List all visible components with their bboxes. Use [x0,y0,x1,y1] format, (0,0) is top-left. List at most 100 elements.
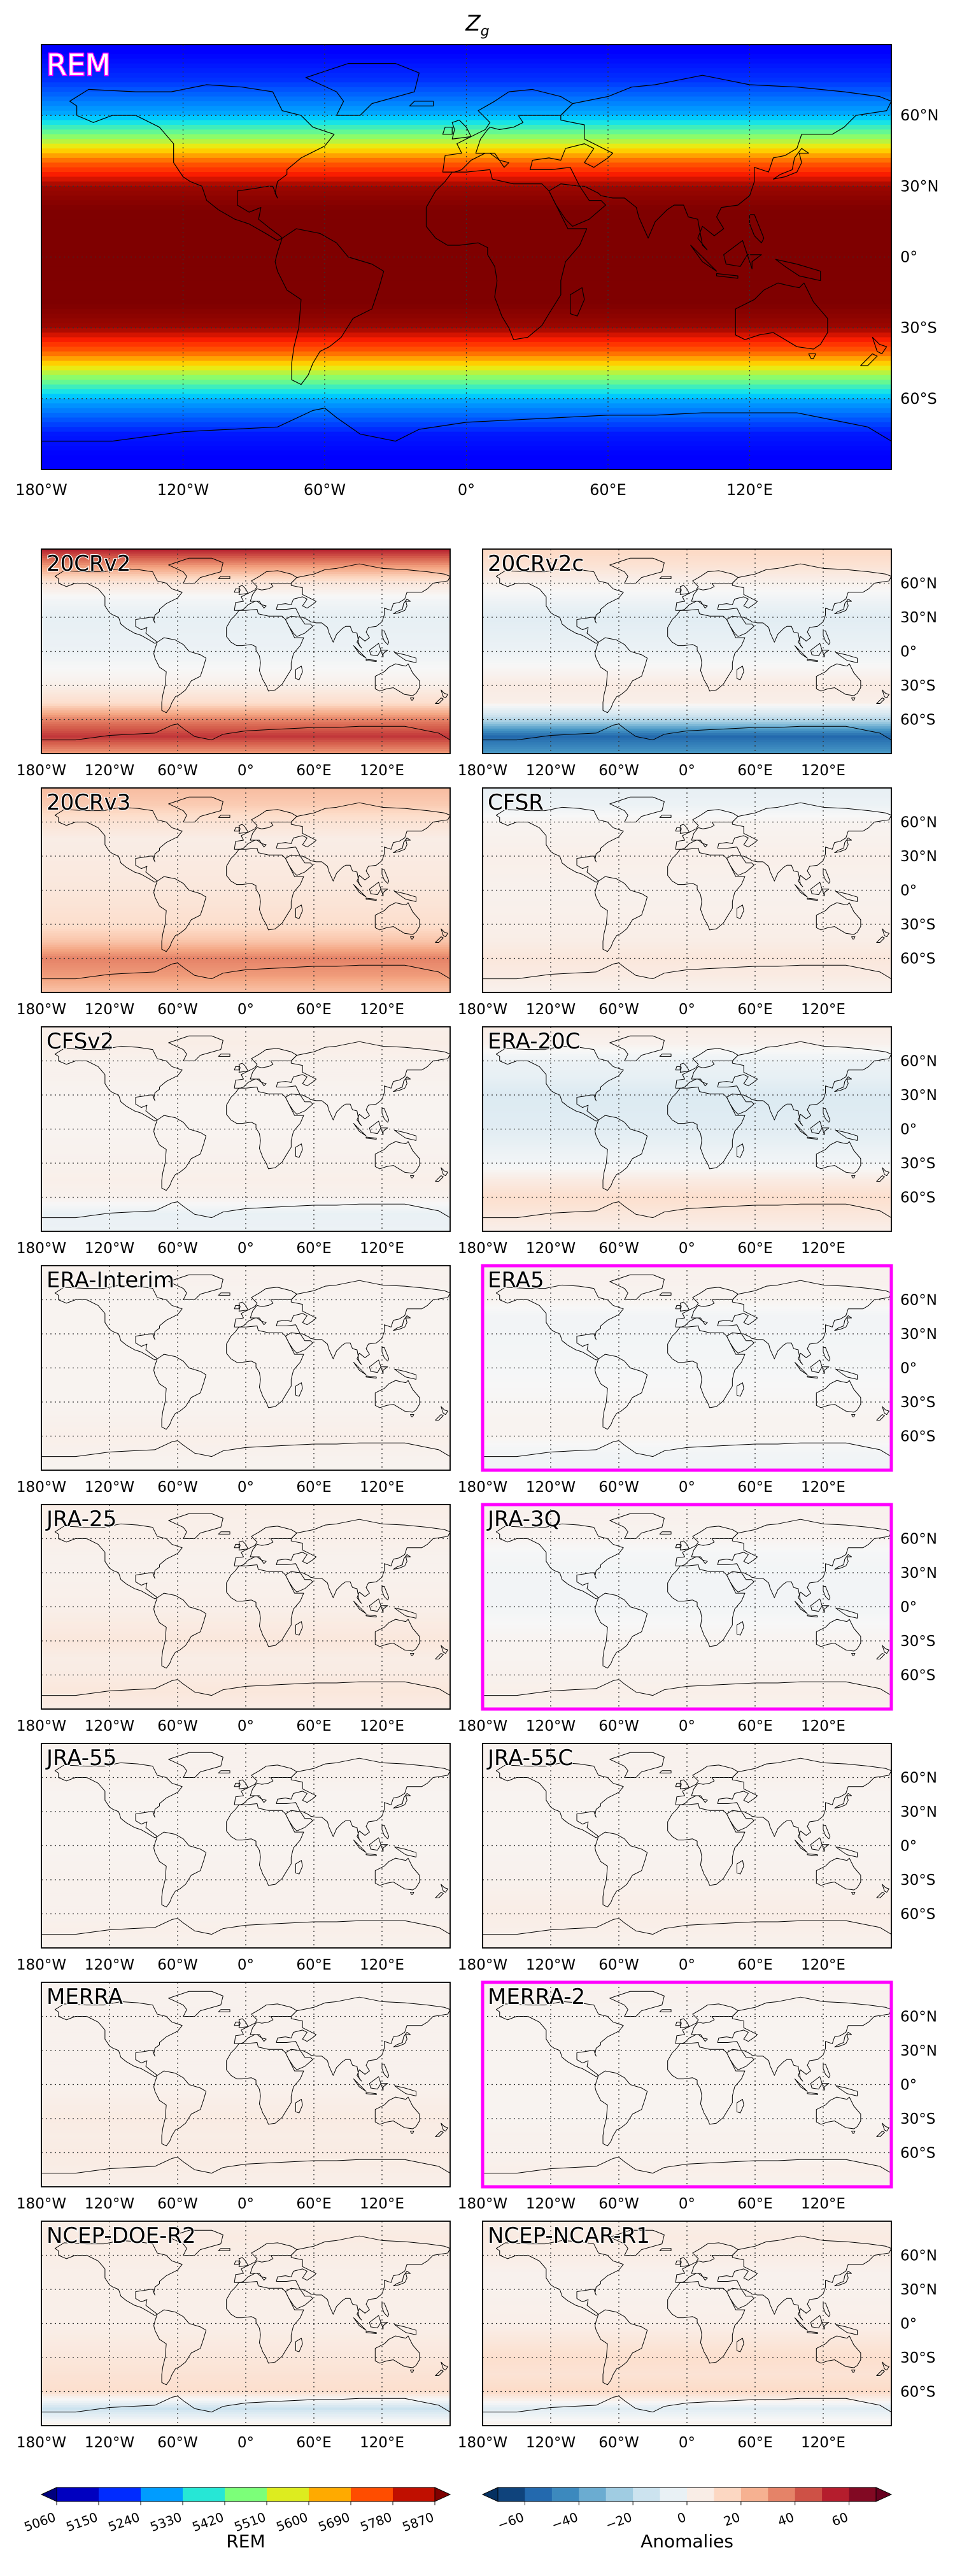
panel-frame [482,2221,892,2426]
lat-tick-label: 60°N [900,576,937,592]
lat-tick-label: 0° [900,1838,917,1855]
gridlines [41,1982,450,2187]
lat-tick-labels: 60°N 30°N 0° 30°S 60°S [900,2009,937,2162]
panel-label: NCEP-DOE-R2 [46,2223,196,2249]
colorbar-tick-label: 5240 [106,2509,142,2535]
lon-tick-label: 180°W [17,1001,66,1018]
panel-20crv3: 20CRv3 180°W 120°W 60°W 0° 60°E 120°E [17,787,451,1018]
lon-tick-label: 60°W [157,1718,198,1735]
lat-tick-label: 30°S [900,917,935,933]
lon-tick-label: 60°W [157,1240,198,1257]
gridlines [483,1982,891,2187]
colorbar-tick-label: 5870 [400,2509,436,2535]
lon-tick-label: 60°W [598,2435,639,2451]
lat-tick-label: 60°N [900,1770,937,1787]
lon-tick-label: 120°E [801,2196,845,2212]
lat-tick-label: 60°S [900,390,937,408]
lat-tick-label: 0° [900,248,917,266]
lon-tick-label: 120°E [726,481,773,499]
lon-tick-label: 120°E [360,1718,404,1735]
panel-label: CFSv2 [46,1029,114,1054]
lon-tick-label: 120°E [801,1718,845,1735]
panel-cfsr: CFSR 180°W 120°W 60°W 0° 60°E 120°E 60°N 30°N 0° 3… [458,787,937,1018]
lon-tick-label: 60°W [598,1479,639,1496]
colorbar-tick-label: −20 [604,2509,634,2533]
lon-tick-label: 0° [237,1240,254,1257]
lon-tick-label: 60°W [157,2435,198,2451]
lon-tick-label: 120°W [526,1718,576,1735]
lon-tick-label: 0° [679,1001,695,1018]
lat-tick-label: 30°S [900,678,935,694]
field-bands [41,45,891,469]
panel-frame [41,548,451,754]
lon-tick-label: 120°E [360,762,404,779]
lon-tick-label: 60°W [157,1957,198,1973]
gridlines [483,1027,891,1231]
lon-tick-label: 60°E [296,1240,331,1257]
lat-tick-label: 30°N [900,1804,937,1821]
panel-frame [482,1026,892,1232]
lon-tick-label: 180°W [15,481,67,499]
lon-tick-label: 0° [237,762,254,779]
lon-tick-label: 120°W [85,1718,134,1735]
lon-tick-label: 60°W [598,1718,639,1735]
lon-tick-label: 180°W [17,762,66,779]
lon-tick-label: 0° [679,1479,695,1496]
lon-tick-label: 180°W [458,1001,507,1018]
lat-tick-label: 30°S [900,1156,935,1172]
panel-frame [41,1743,451,1949]
lon-tick-labels: 180°W 120°W 60°W 0° 60°E 120°E [17,1240,404,1257]
lat-tick-label: 30°S [900,2111,935,2128]
lon-tick-label: 120°W [526,2435,576,2451]
colorbar-tick-label: 5690 [316,2509,352,2535]
gridlines [483,1743,891,1948]
lat-tick-label: 60°N [900,106,939,124]
panel-jra-3q: JRA-3Q 180°W 120°W 60°W 0° 60°E 120°E 60°N 30°N 0… [458,1503,937,1735]
lon-tick-label: 120°E [360,2435,404,2451]
lon-tick-labels: 180°W 120°W 60°W 0° 60°E 120°E [458,1001,845,1018]
lon-tick-label: 120°E [801,1001,845,1018]
lon-tick-label: 120°W [526,1001,576,1018]
lon-tick-labels: 180°W 120°W 60°W 0° 60°E 120°E [17,1718,404,1735]
lon-tick-labels: 180°W 120°W 60°W 0° 60°E 120°E [458,1240,845,1257]
panel-cfsv2: CFSv2 180°W 120°W 60°W 0° 60°E 120°E [17,1026,451,1257]
panel-label: ERA-20C [488,1029,581,1054]
colorbar-anomalies: −60 −40 −20 0 20 40 60 Anomalies [481,2487,893,2552]
lon-tick-label: 180°W [458,1957,507,1973]
lon-tick-label: 120°E [801,1957,845,1973]
lon-tick-label: 60°E [737,1718,772,1735]
panel-label: MERRA [46,1984,123,2010]
lon-tick-label: 60°E [296,2196,331,2212]
lon-tick-label: 120°W [526,762,576,779]
lon-tick-label: 0° [237,1718,254,1735]
lon-tick-label: 60°W [157,1001,198,1018]
lon-tick-label: 60°E [737,1957,772,1973]
colorbar-tick-label: 5150 [64,2509,100,2535]
panel-frame [41,1265,451,1471]
gridlines [41,1027,450,1231]
panel-label: ERA5 [488,1268,544,1293]
gridlines [41,788,450,992]
lon-tick-label: 60°E [737,1479,772,1496]
panel-frame [482,1743,892,1949]
lon-tick-label: 120°W [85,2435,134,2451]
panel-label: 20CRv2c [488,551,584,576]
lat-tick-label: 0° [900,883,917,899]
lon-tick-label: 60°W [157,762,198,779]
lat-tick-label: 30°S [900,319,937,337]
panel-label: JRA-55C [486,1745,573,1771]
panel-label: ERA-Interim [46,1268,174,1293]
lon-tick-label: 60°W [598,762,639,779]
panel-20crv2: 20CRv2 180°W 120°W 60°W 0° 60°E 120°E [17,548,451,779]
panel-jra-55c: JRA-55C 180°W 120°W 60°W 0° 60°E 120°E 60°N 30°N… [458,1743,937,1973]
lon-tick-label: 180°W [458,2435,507,2451]
gridlines [41,549,450,754]
lon-tick-label: 0° [679,1957,695,1973]
field-bands [41,788,450,992]
lat-tick-label: 30°S [900,1394,935,1411]
lon-tick-label: 120°E [801,762,845,779]
lon-tick-label: 120°E [360,1479,404,1496]
lon-tick-label: 60°E [296,1718,331,1735]
panel-frame [41,44,892,470]
